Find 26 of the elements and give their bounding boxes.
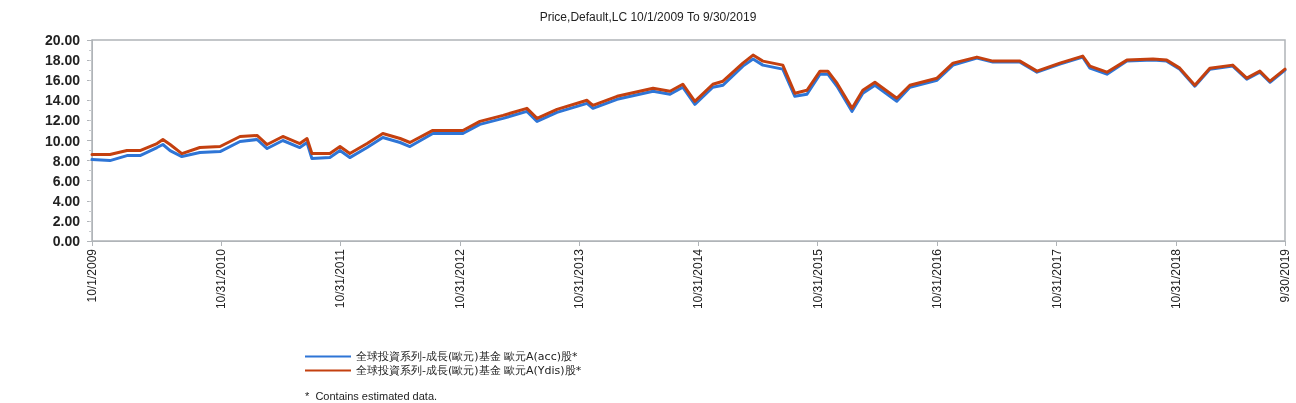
x-tick-label: 10/31/2013 (572, 248, 587, 310)
y-tick-label: 8.00 (52, 152, 81, 169)
y-tick-label: 6.00 (52, 172, 81, 189)
y-tick-label: 20.00 (44, 32, 81, 48)
text: * Contains estimated data. (305, 389, 438, 402)
x-tick-label: 10/31/2014 (691, 248, 706, 310)
y-tick-label: 14.00 (44, 92, 81, 109)
x-tick-label: 10/1/2009 (85, 248, 99, 303)
x-tick-label: 10/31/2016 (930, 248, 945, 310)
x-tick-label: 10/31/2018 (1168, 248, 1183, 310)
x-tick-label: 9/30/2019 (1278, 248, 1292, 303)
x-tick-label: 10/31/2010 (214, 248, 229, 310)
legend-label: 全球投資系列-成長(歐元)基金 歐元A(Ydis)股* (356, 364, 582, 377)
x-tick-label: 10/31/2015 (810, 248, 825, 310)
x-tick-label: 10/31/2017 (1049, 248, 1064, 310)
y-tick-label: 16.00 (44, 72, 81, 89)
y-tick-label: 10.00 (44, 132, 81, 149)
legend-label: 全球投資系列-成長(歐元)基金 歐元A(acc)股* (356, 350, 578, 363)
y-tick-label: 0.00 (52, 233, 81, 249)
y-tick-label: 18.00 (44, 52, 81, 69)
y-tick-label: 2.00 (52, 212, 81, 229)
y-tick-label: 12.00 (44, 112, 81, 129)
chart-title: Price,Default,LC 10/1/2009 To 9/30/2019 (539, 10, 757, 24)
x-tick-label: 10/31/2011 (333, 248, 348, 309)
x-tick-label: 10/31/2012 (452, 248, 467, 310)
y-tick-label: 4.00 (52, 192, 81, 209)
